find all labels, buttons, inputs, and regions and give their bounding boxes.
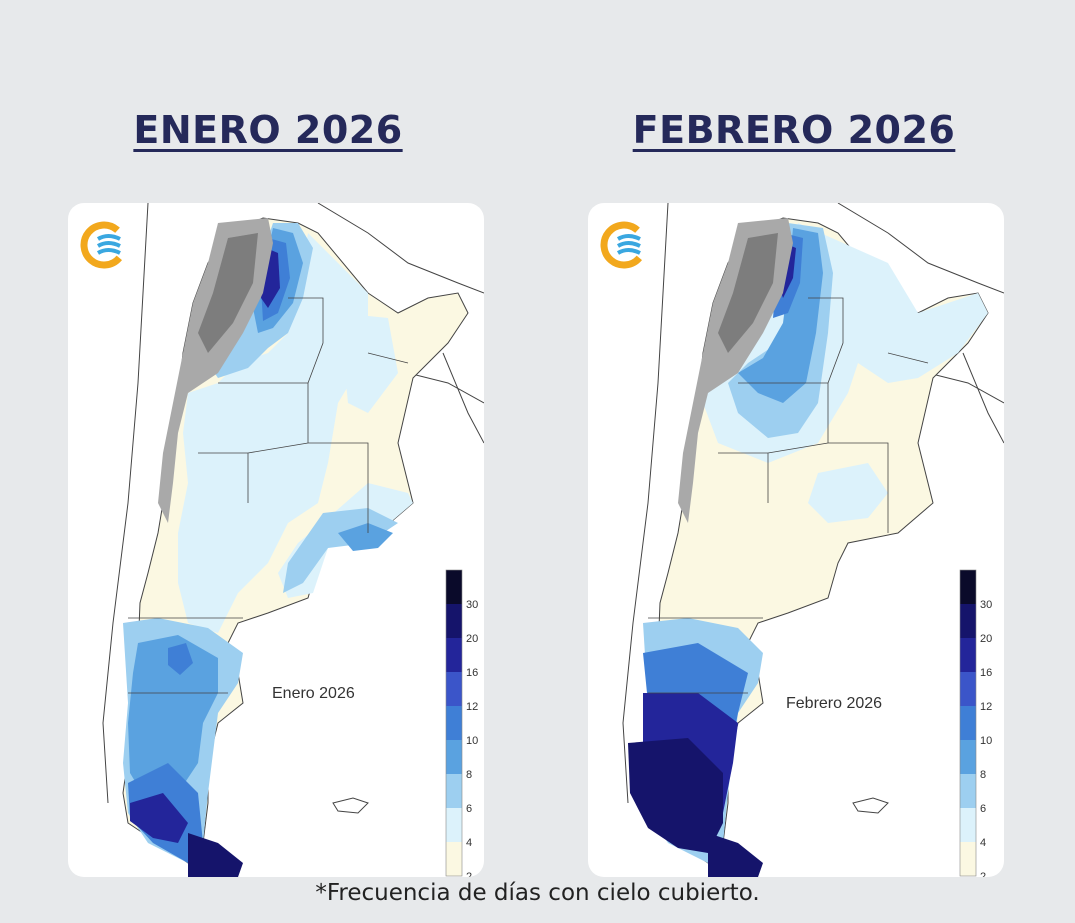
legend-tick-label: 20: [466, 633, 478, 645]
smn-logo-icon: [600, 221, 648, 269]
smn-logo-icon: [80, 221, 128, 269]
legend-swatch: [960, 842, 976, 876]
legend-tick-label: 2: [466, 871, 472, 877]
legend-swatch: [446, 638, 462, 672]
legend-tick-label: 6: [466, 803, 472, 815]
title-febrero: FEBRERO 2026: [632, 108, 956, 152]
legend-swatch: [960, 740, 976, 774]
legend-tick-label: 12: [466, 701, 478, 713]
legend-swatch: [960, 774, 976, 808]
legend: 30 20 16 12 10 8 6 4 2: [959, 569, 992, 877]
legend-tick-label: 10: [980, 735, 992, 747]
map-card-febrero: 30 20 16 12 10 8 6 4 2 Febrero 2026: [588, 203, 1004, 877]
legend-swatch: [960, 706, 976, 740]
legend-tick-label: 4: [980, 837, 986, 849]
legend-tick-label: 10: [466, 735, 478, 747]
legend-tick-label: 12: [980, 701, 992, 713]
legend-tick-label: 2: [980, 871, 986, 877]
legend-swatch: [446, 842, 462, 876]
title-enero: ENERO 2026: [133, 108, 403, 152]
footnote: *Frecuencia de días con cielo cubierto.: [315, 880, 760, 906]
legend-swatch: [960, 638, 976, 672]
legend-swatch: [446, 774, 462, 808]
legend-swatch: [446, 672, 462, 706]
legend-swatch: [446, 706, 462, 740]
map-enero: 30 20 16 12 10 8 6 4 2: [80, 203, 484, 877]
legend-tick-label: 16: [466, 667, 478, 679]
map-label-febrero: Febrero 2026: [786, 695, 883, 712]
map-febrero: 30 20 16 12 10 8 6 4 2: [600, 203, 1004, 877]
legend-swatch: [446, 604, 462, 638]
legend-tick-label: 16: [980, 667, 992, 679]
legend-tick-label: 20: [980, 633, 992, 645]
legend-swatch: [960, 604, 976, 638]
legend-swatch: [960, 570, 976, 604]
legend-tick-label: 4: [466, 837, 472, 849]
legend-swatch: [446, 740, 462, 774]
legend-tick-label: 8: [466, 769, 472, 781]
map-label-enero: Enero 2026: [272, 685, 355, 702]
legend-swatch: [446, 570, 462, 604]
legend-tick-label: 6: [980, 803, 986, 815]
map-card-enero: 30 20 16 12 10 8 6 4 2 Enero 2026: [68, 203, 484, 877]
legend-tick-label: 30: [980, 599, 992, 611]
legend-tick-label: 8: [980, 769, 986, 781]
legend-swatch: [960, 672, 976, 706]
legend: 30 20 16 12 10 8 6 4 2: [445, 569, 478, 877]
legend-swatch: [960, 808, 976, 842]
legend-tick-label: 30: [466, 599, 478, 611]
legend-swatch: [446, 808, 462, 842]
